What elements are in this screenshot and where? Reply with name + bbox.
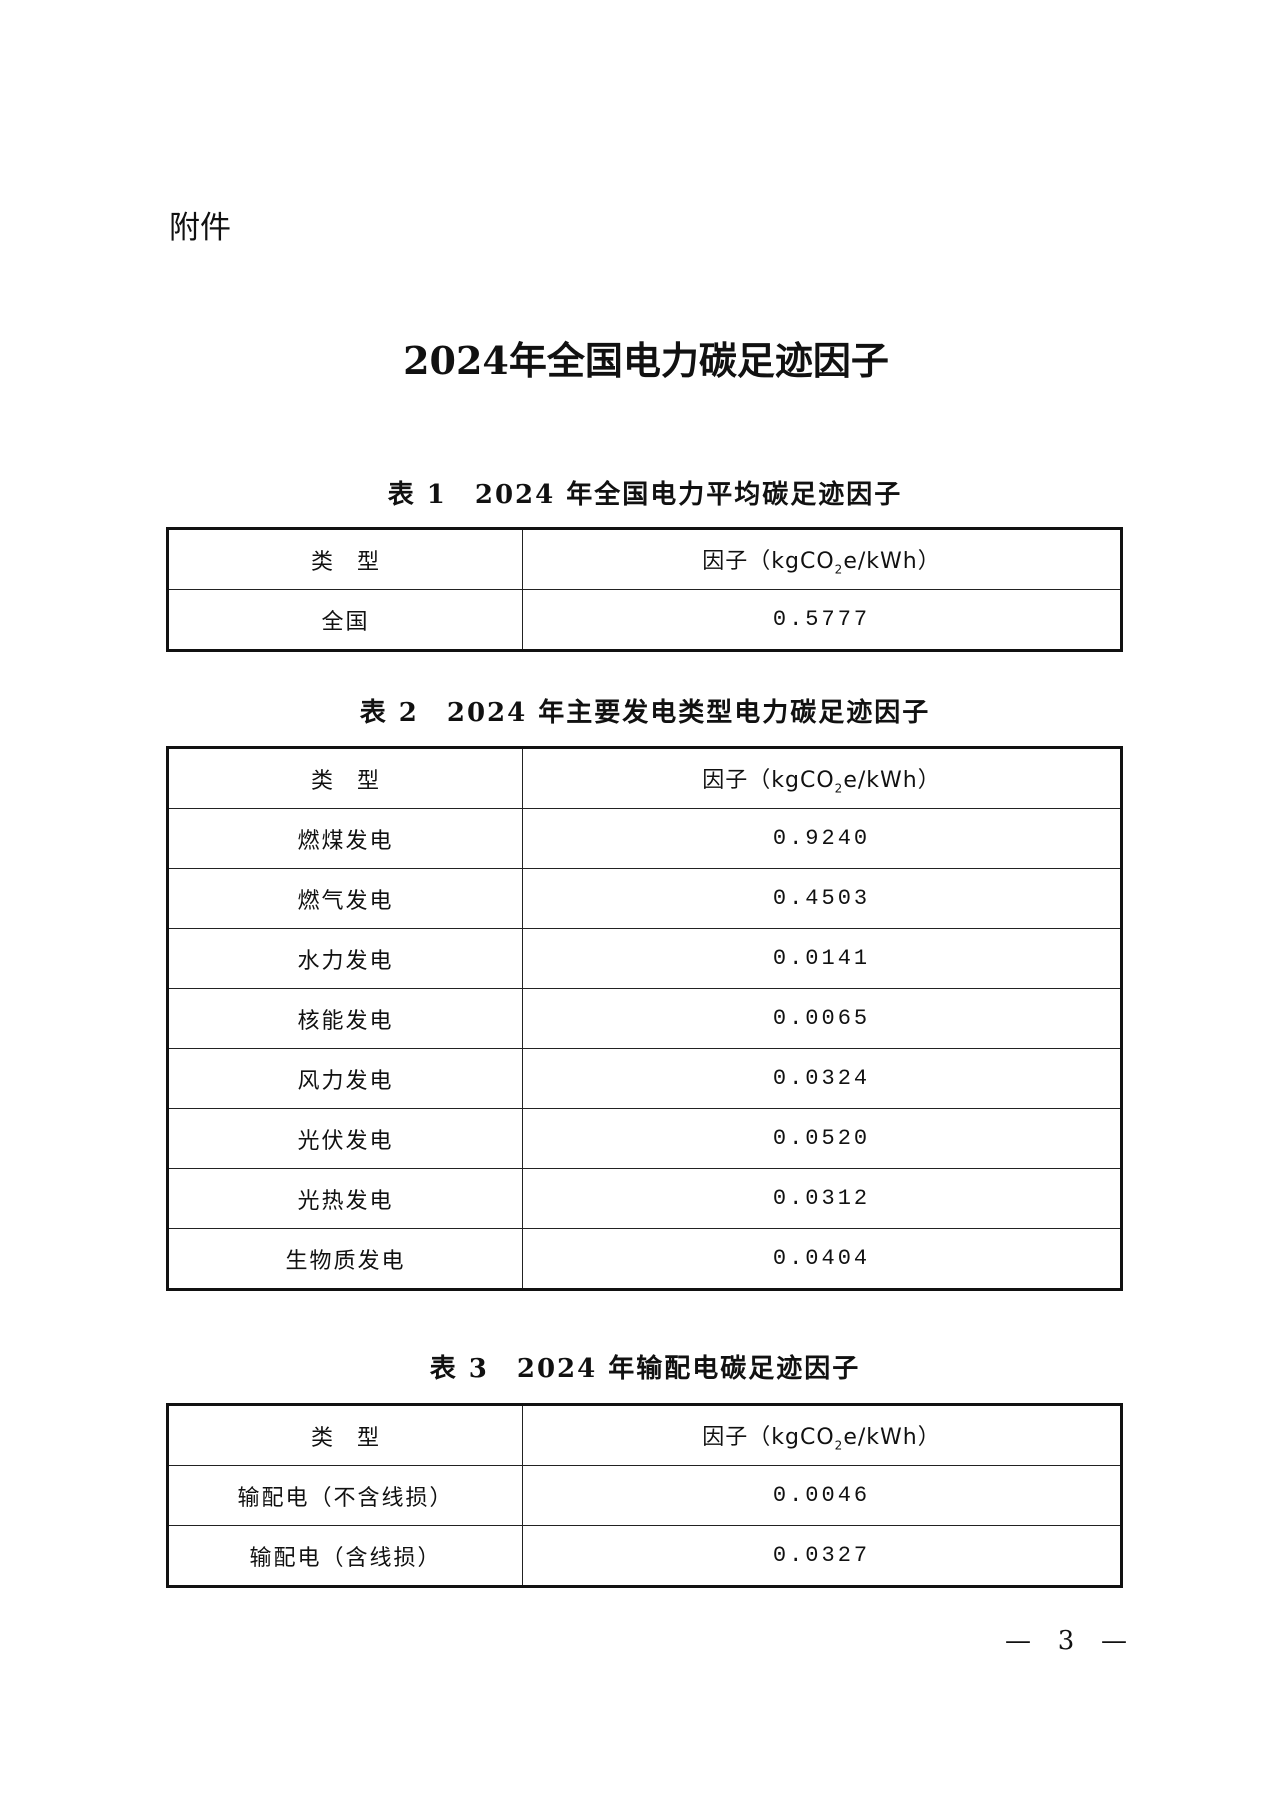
cell-type: 燃煤发电 [167,808,523,869]
cell-type: 输配电（不含线损） [167,1465,523,1526]
page-dash-right: — [1100,1626,1127,1656]
cell-value: 0.0141 [522,928,1122,989]
table-caption: 表 2 2024 年主要发电类型电力碳足迹因子 [359,698,931,728]
cell-value: 0.0312 [522,1168,1122,1229]
cell-value: 0.4503 [522,868,1122,929]
page-dash-left: — [1005,1626,1031,1656]
cell-value: 0.0327 [522,1525,1122,1587]
table-row: 水力发电 0.0141 [167,928,1122,989]
document-title: 2024年全国电力碳足迹因子 [403,338,889,383]
header-factor-prefix: 因子（kgCO [702,767,835,793]
table-row: 风力发电 0.0324 [167,1048,1122,1109]
table-header-row: 类 型 因子（kgCO2e/kWh） [167,528,1122,590]
header-factor-sub: 2 [834,781,844,796]
table-header-row: 类 型 因子（kgCO2e/kWh） [167,1404,1122,1466]
table-row: 光热发电 0.0312 [167,1168,1122,1229]
cell-value: 0.0404 [522,1228,1122,1290]
page-number: — 3 — [1005,1626,1127,1656]
attachment-label: 附件 [169,210,231,246]
page-number-value: 3 [1057,1626,1075,1656]
factor-table: 类 型 因子（kgCO2e/kWh） 输配电（不含线损） 0.0046 输配电（… [166,1403,1123,1588]
cell-type: 光热发电 [167,1168,523,1229]
table-caption: 表 1 2024 年全国电力平均碳足迹因子 [387,480,903,510]
header-factor: 因子（kgCO2e/kWh） [522,528,1122,590]
cell-type: 全国 [167,589,523,651]
header-type: 类 型 [167,1404,523,1466]
factor-table: 类 型 因子（kgCO2e/kWh） 全国 0.5777 [166,527,1123,652]
cell-value: 0.0046 [522,1465,1122,1526]
header-type: 类 型 [167,528,523,590]
cell-value: 0.5777 [522,589,1122,651]
cell-value: 0.0520 [522,1108,1122,1169]
cell-type: 水力发电 [167,928,523,989]
table-row: 核能发电 0.0065 [167,988,1122,1049]
header-factor-prefix: 因子（kgCO [702,1424,835,1450]
table-row: 光伏发电 0.0520 [167,1108,1122,1169]
cell-type: 输配电（含线损） [167,1525,523,1587]
table-row: 燃气发电 0.4503 [167,868,1122,929]
header-factor: 因子（kgCO2e/kWh） [522,747,1122,809]
table-caption: 表 3 2024 年输配电碳足迹因子 [429,1354,861,1384]
table-row: 生物质发电 0.0404 [167,1228,1122,1290]
cell-type: 核能发电 [167,988,523,1049]
table-row: 全国 0.5777 [167,589,1122,651]
cell-type: 风力发电 [167,1048,523,1109]
header-factor: 因子（kgCO2e/kWh） [522,1404,1122,1466]
header-factor-sub: 2 [834,1438,844,1453]
factor-table: 类 型 因子（kgCO2e/kWh） 燃煤发电 0.9240 燃气发电 0.45… [166,746,1123,1291]
cell-type: 燃气发电 [167,868,523,929]
header-factor-suffix: e/kWh） [843,1424,941,1450]
table-row: 燃煤发电 0.9240 [167,808,1122,869]
cell-value: 0.0065 [522,988,1122,1049]
table-row: 输配电（含线损） 0.0327 [167,1525,1122,1587]
cell-type: 生物质发电 [167,1228,523,1290]
header-factor-sub: 2 [834,562,844,577]
table-row: 输配电（不含线损） 0.0046 [167,1465,1122,1526]
header-factor-suffix: e/kWh） [843,548,941,574]
cell-type: 光伏发电 [167,1108,523,1169]
cell-value: 0.0324 [522,1048,1122,1109]
header-type: 类 型 [167,747,523,809]
table-header-row: 类 型 因子（kgCO2e/kWh） [167,747,1122,809]
cell-value: 0.9240 [522,808,1122,869]
header-factor-prefix: 因子（kgCO [702,548,835,574]
header-factor-suffix: e/kWh） [843,767,941,793]
